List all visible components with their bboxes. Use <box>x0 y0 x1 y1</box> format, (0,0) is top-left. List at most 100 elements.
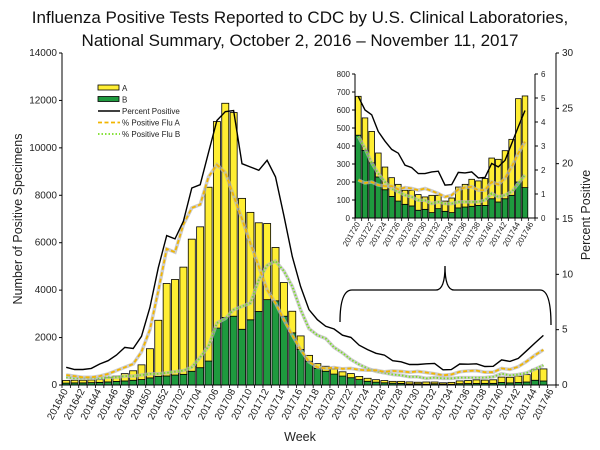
legend-percent-positive-label: Percent Positive <box>122 107 180 116</box>
inset-flu-a-line <box>357 141 526 198</box>
bar-a-201703 <box>187 238 196 372</box>
bar-b-201722 <box>346 377 355 386</box>
inset-y2-tick-label: 3 <box>541 142 546 151</box>
bar-b-201723 <box>355 379 364 386</box>
bar-a-201734 <box>447 381 456 385</box>
inset-y-tick-label: 800 <box>337 70 351 79</box>
bar-a-201731 <box>422 381 431 385</box>
inset-bar-a-201744 <box>515 98 522 183</box>
flu-a-line <box>66 163 544 379</box>
bar-a-201706 <box>212 121 221 329</box>
y-tick-label: 2000 <box>35 333 58 344</box>
inset-bar-b-201733 <box>441 210 449 219</box>
bar-b-201713 <box>271 300 280 386</box>
inset-y-tick-label: 300 <box>337 160 351 169</box>
inset-percent-positive-line <box>357 96 526 186</box>
inset-bar-b-201726 <box>395 200 402 219</box>
bar-a-201710 <box>246 211 255 321</box>
inset-bar-a-201720 <box>355 95 362 136</box>
bar-a-201737 <box>472 379 481 384</box>
inset-bar-b-201729 <box>415 209 422 219</box>
bar-b-201718 <box>313 367 322 386</box>
inset-bar-b-201740 <box>488 198 495 219</box>
bar-b-201702 <box>179 373 188 386</box>
bar-a-201728 <box>397 380 406 384</box>
bar-b-201724 <box>363 380 372 386</box>
bar-b-201648 <box>129 379 138 386</box>
inset-y-tick-label: 600 <box>337 106 351 115</box>
y-tick-label: 8000 <box>35 190 58 201</box>
inset-bar-b-201722 <box>368 162 375 219</box>
inset-plot: 0100200300400500600700800012345620172020… <box>337 70 546 248</box>
bar-a-201720 <box>330 368 339 375</box>
legend-flu-b-label: % Positive Flu B <box>122 130 180 139</box>
y-axis-label: Number of Positive Specimens <box>11 134 25 305</box>
inset-y2-tick-label: 0 <box>541 214 546 223</box>
bar-b-201649 <box>137 379 146 386</box>
bar-b-201705 <box>204 360 213 386</box>
inset-bar-a-201736 <box>461 183 469 208</box>
bar-a-201643 <box>87 379 96 384</box>
bar-a-201738 <box>480 379 489 384</box>
x-axis-label: Week <box>284 430 316 444</box>
bar-a-201732 <box>430 381 439 385</box>
inset-bar-a-201740 <box>488 157 495 200</box>
bar-a-201742 <box>514 375 523 383</box>
bar-a-201650 <box>145 348 154 379</box>
bar-a-201705 <box>204 186 213 362</box>
legend-a-swatch <box>97 84 120 91</box>
bar-a-201727 <box>388 380 397 384</box>
bar-a-201704 <box>196 226 205 369</box>
bar-b-201647 <box>120 380 129 386</box>
bar-a-201726 <box>380 380 389 384</box>
inset-bar-b-201725 <box>388 195 395 219</box>
y2-tick-label: 20 <box>562 159 574 170</box>
legend: AB Percent Positive % Positive Flu A % Posi… <box>97 84 180 139</box>
inset-bar-a-201738 <box>475 180 482 206</box>
inset-bar-a-201739 <box>481 178 489 206</box>
inset-y-tick-label: 700 <box>337 88 351 97</box>
inset-bar-b-201734 <box>448 212 455 219</box>
inset-bar-b-201727 <box>401 203 409 219</box>
flu-b-line-shadow <box>65 258 545 381</box>
chart-title-line2: National Summary, October 2, 2016 – Nove… <box>82 31 519 50</box>
y-tick-label: 0 <box>51 380 57 391</box>
inset-flu-b-line <box>357 135 526 205</box>
bar-b-201710 <box>246 319 255 386</box>
y-tick-label: 10000 <box>29 143 57 154</box>
y2-tick-label: 25 <box>562 103 574 114</box>
inset-bar-a-201723 <box>375 152 382 178</box>
inset-bracket <box>339 265 552 326</box>
inset-y2-tick-label: 5 <box>541 94 546 103</box>
bar-a-201745 <box>539 368 548 382</box>
inset-y-tick-label: 100 <box>337 196 351 205</box>
inset-y2-tick-label: 1 <box>541 190 546 199</box>
inset-bar-b-201735 <box>455 207 462 219</box>
inset-bar-b-201743 <box>508 194 515 219</box>
bar-b-201707 <box>221 317 230 386</box>
y2-tick-label: 15 <box>562 214 574 225</box>
bar-a-201739 <box>489 379 498 384</box>
bar-a-201712 <box>263 223 272 301</box>
inset-bar-a-201729 <box>415 194 422 211</box>
inset-bar-b-201720 <box>355 134 362 219</box>
bar-a-201640 <box>62 380 71 384</box>
bar-a-201709 <box>238 197 246 330</box>
bar-b-201703 <box>187 370 196 386</box>
y2-tick-label: 10 <box>562 269 574 280</box>
inset-y-tick-label: 0 <box>346 214 351 223</box>
bar-b-201646 <box>112 381 121 386</box>
inset-bar-b-201728 <box>408 205 415 219</box>
bar-a-201724 <box>363 377 372 382</box>
inset-bar-b-201742 <box>501 198 509 219</box>
bar-a-201701 <box>171 279 179 376</box>
inset-y-tick-label: 400 <box>337 142 351 151</box>
bar-b-201720 <box>330 373 339 386</box>
bar-a-201708 <box>229 112 238 317</box>
inset-bar-b-201739 <box>481 204 489 219</box>
inset-bar-b-201724 <box>381 189 389 219</box>
bar-a-201721 <box>338 371 347 377</box>
bar-a-201641 <box>70 379 79 384</box>
bar-a-201741 <box>506 376 514 384</box>
inset-bar-a-201735 <box>455 186 462 209</box>
